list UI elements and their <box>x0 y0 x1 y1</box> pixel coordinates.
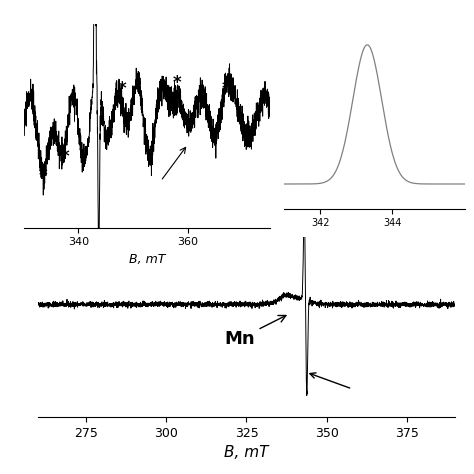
Text: *: * <box>38 167 47 185</box>
Text: *: * <box>118 80 127 98</box>
X-axis label: B, mT: B, mT <box>129 253 165 266</box>
Text: *: * <box>173 74 182 92</box>
Text: *: * <box>222 80 231 98</box>
Text: *: * <box>61 148 69 166</box>
X-axis label: B, mT: B, mT <box>224 446 269 460</box>
Text: Mn: Mn <box>224 316 286 348</box>
